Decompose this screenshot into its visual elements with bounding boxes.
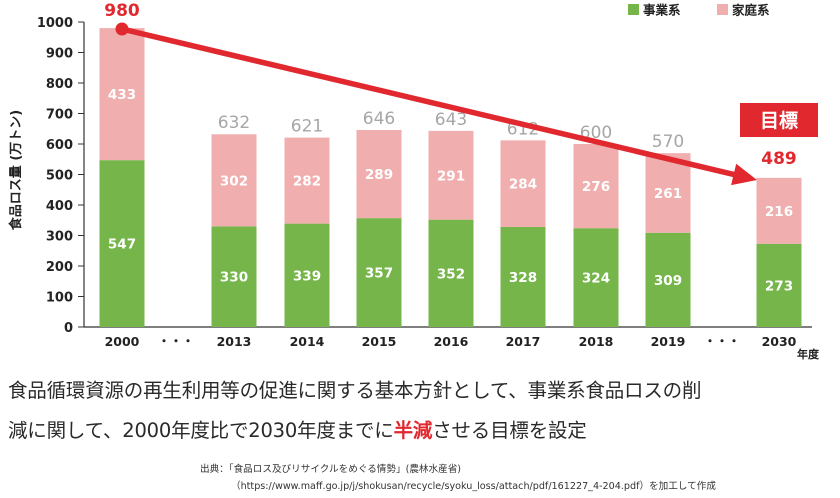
x-axis: 2000 2013 2014 2015 2016 2017 2018 2019 2030 ・・・ ・… bbox=[105, 334, 797, 349]
caption-highlight: 半減 bbox=[393, 419, 433, 442]
y-tick-label: 600 bbox=[46, 138, 73, 153]
trend-arrow-head bbox=[731, 163, 757, 186]
y-tick-label: 700 bbox=[46, 108, 73, 123]
bar-business-2018 bbox=[573, 228, 619, 327]
total-label: 570 bbox=[652, 132, 684, 152]
bar-household-2018 bbox=[573, 144, 619, 229]
source-line-1: 出典：「食品ロス及びリサイクルをめぐる情勢」(農林水産省) bbox=[200, 464, 462, 475]
bar-household-2017 bbox=[500, 140, 546, 227]
x-axis-title: 年度 bbox=[797, 347, 820, 361]
bar-household-2015 bbox=[356, 129, 402, 219]
y-tick-label: 1000 bbox=[37, 16, 73, 31]
data-label-household: 216 bbox=[765, 204, 793, 220]
bar-group: 547 433 980 330 302 632 339 282 621 357 289 646 352 2… bbox=[99, 1, 802, 327]
x-tick-label: 2019 bbox=[651, 334, 686, 349]
legend: 事業系 家庭系 bbox=[628, 3, 770, 18]
y-tick-label: 500 bbox=[46, 169, 73, 184]
target-badge-label: 目標 bbox=[760, 109, 798, 132]
bar-business-2017 bbox=[500, 226, 546, 327]
legend-label: 事業系 bbox=[643, 3, 681, 18]
legend-swatch bbox=[628, 4, 639, 15]
data-label-household: 282 bbox=[293, 174, 321, 190]
bar-household-2014 bbox=[284, 137, 330, 224]
y-tick-label: 900 bbox=[46, 47, 73, 62]
bar-household-2000 bbox=[99, 28, 145, 161]
x-tick-label: 2013 bbox=[217, 334, 252, 349]
total-label: 632 bbox=[218, 113, 250, 133]
data-label-household: 302 bbox=[220, 173, 248, 189]
caption-line-2: 減に関して、2000年度比で2030年度までに半減させる目標を設定 bbox=[8, 414, 838, 443]
y-tick-label: 0 bbox=[64, 321, 73, 336]
y-axis: 0 100 200 300 400 500 600 700 800 900 1000 bbox=[37, 16, 812, 336]
bar-business-2015 bbox=[356, 218, 402, 327]
caption-text: 減に関して、2000年度比で2030年度までに bbox=[8, 419, 394, 442]
x-tick-label: 2014 bbox=[290, 334, 325, 349]
y-tick-label: 300 bbox=[46, 230, 73, 245]
food-loss-chart: 0 100 200 300 400 500 600 700 800 900 1000 547 433 9… bbox=[8, 1, 820, 361]
bar-business-2019 bbox=[645, 232, 691, 327]
data-label-business: 309 bbox=[654, 273, 682, 289]
y-tick-label: 800 bbox=[46, 77, 73, 92]
x-tick-label: 2017 bbox=[506, 334, 541, 349]
data-label-business: 547 bbox=[108, 237, 136, 253]
bar-business-2014 bbox=[284, 223, 330, 327]
data-label-business: 339 bbox=[293, 268, 321, 284]
x-axis-ellipsis: ・・・ bbox=[704, 334, 740, 348]
caption-line-1: 食品循環資源の再生利用等の促進に関する基本方針として、事業系食品ロスの削 bbox=[8, 379, 702, 402]
y-tick-label: 100 bbox=[46, 291, 73, 306]
bar-household-2016 bbox=[428, 130, 474, 220]
x-tick-label: 2030 bbox=[762, 334, 797, 349]
bar-household-2030 bbox=[756, 177, 802, 244]
data-label-household: 289 bbox=[365, 167, 393, 183]
data-label-business: 324 bbox=[582, 271, 610, 287]
bar-household-2019 bbox=[645, 153, 691, 233]
total-label: 646 bbox=[363, 109, 395, 129]
bar-business-2000 bbox=[99, 160, 145, 327]
legend-swatch bbox=[717, 4, 728, 15]
x-tick-label: 2016 bbox=[434, 334, 469, 349]
data-label-household: 291 bbox=[437, 168, 465, 184]
x-tick-label: 2018 bbox=[579, 334, 614, 349]
data-label-household: 433 bbox=[108, 87, 136, 103]
bar-business-2030 bbox=[756, 243, 802, 327]
target-badge bbox=[740, 103, 818, 137]
y-axis-title: 食品ロス量 (万トン) bbox=[8, 110, 24, 230]
bar-business-2016 bbox=[428, 219, 474, 327]
bar-business-2013 bbox=[211, 226, 257, 327]
total-label: 489 bbox=[761, 149, 797, 169]
total-label: 643 bbox=[435, 110, 467, 130]
data-label-business: 273 bbox=[765, 278, 793, 294]
data-label-business: 328 bbox=[509, 270, 537, 286]
data-label-household: 276 bbox=[582, 179, 610, 195]
x-tick-label: 2000 bbox=[105, 334, 140, 349]
source-line-2: （https://www.maff.go.jp/j/shokusan/recyc… bbox=[231, 481, 716, 492]
data-label-business: 357 bbox=[365, 266, 393, 282]
trend-arrow-line bbox=[119, 26, 737, 178]
y-tick-label: 400 bbox=[46, 199, 73, 214]
caption-text-end: させる目標を設定 bbox=[432, 419, 587, 442]
data-label-household: 261 bbox=[654, 186, 682, 202]
annotations: 目標 bbox=[115, 22, 818, 186]
bar-household-2013 bbox=[211, 134, 257, 227]
total-label: 980 bbox=[104, 1, 140, 21]
data-label-business: 330 bbox=[220, 270, 248, 286]
data-label-household: 284 bbox=[509, 177, 537, 193]
total-label: 621 bbox=[291, 117, 323, 137]
legend-label: 家庭系 bbox=[732, 3, 770, 18]
x-axis-ellipsis: ・・・ bbox=[158, 334, 194, 348]
y-tick-label: 200 bbox=[46, 260, 73, 275]
x-tick-label: 2015 bbox=[362, 334, 397, 349]
data-label-business: 352 bbox=[437, 266, 465, 282]
trend-arrow-start-dot bbox=[115, 22, 129, 36]
